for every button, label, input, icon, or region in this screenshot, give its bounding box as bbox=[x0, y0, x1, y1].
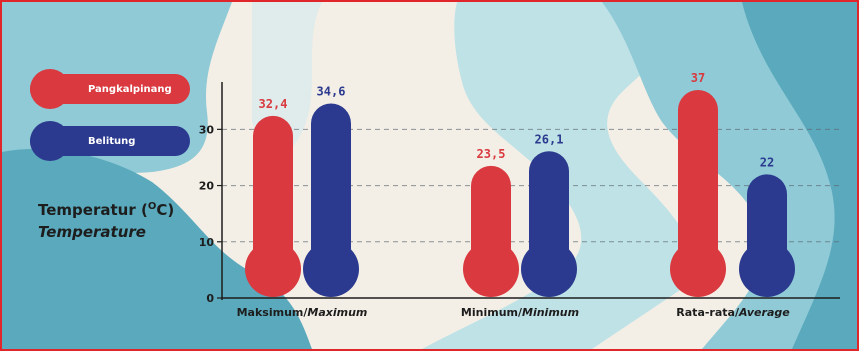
y-axis-title: Temperatur (OC) Temperature bbox=[38, 196, 174, 243]
y-tick-label-30: 30 bbox=[199, 123, 215, 136]
thermometer-tube-pangkalpinang-2 bbox=[678, 90, 718, 269]
legend-label-pangkalpinang: Pangkalpinang bbox=[88, 83, 172, 95]
y-tick-label-20: 20 bbox=[199, 180, 215, 193]
category-label-maximum: Maksimum/Maximum bbox=[237, 306, 368, 319]
data-label-pangkalpinang-0: 32,4 bbox=[259, 97, 288, 111]
thermometer-bulb-pangkalpinang-1 bbox=[463, 241, 519, 297]
legend-thermometer-bulb-blue bbox=[30, 121, 70, 161]
legend-thermometer-bulb-red bbox=[30, 69, 70, 109]
thermometer-tube-pangkalpinang-0 bbox=[253, 115, 293, 269]
y-tick-label-10: 10 bbox=[199, 236, 215, 249]
y-axis-title-en: Temperature bbox=[38, 223, 146, 241]
category-label-minimum-en: Minimum bbox=[522, 306, 580, 319]
y-tick-label-0: 0 bbox=[206, 292, 214, 305]
category-label-minimum: Minimum/Minimum bbox=[461, 306, 579, 319]
legend-label-belitung: Belitung bbox=[88, 135, 136, 147]
legend-item-belitung: Belitung bbox=[30, 121, 190, 161]
category-label-average-id: Rata-rata/ bbox=[676, 306, 739, 319]
y-axis-unit-degree: O bbox=[147, 201, 157, 212]
data-label-pangkalpinang-2: 37 bbox=[691, 71, 705, 85]
legend-item-pangkalpinang: Pangkalpinang bbox=[30, 69, 190, 109]
category-label-maximum-id: Maksimum/ bbox=[236, 306, 308, 319]
thermometer-bulb-pangkalpinang-2 bbox=[670, 241, 726, 297]
thermometer-bulb-pangkalpinang-0 bbox=[245, 241, 301, 297]
thermometer-bulb-belitung-2 bbox=[739, 241, 795, 297]
category-label-minimum-id: Minimum/ bbox=[460, 306, 523, 319]
category-label-average: Rata-rata/Average bbox=[676, 306, 789, 319]
y-axis-unit: C) bbox=[156, 201, 175, 219]
thermometer-bulb-belitung-1 bbox=[521, 241, 577, 297]
data-label-belitung-1: 26,1 bbox=[535, 132, 564, 146]
data-label-belitung-2: 22 bbox=[760, 155, 774, 169]
category-label-average-en: Average bbox=[738, 306, 790, 319]
y-axis-title-id: Temperatur ( bbox=[38, 201, 148, 219]
thermometer-tube-belitung-1 bbox=[529, 151, 569, 269]
data-label-belitung-0: 34,6 bbox=[317, 84, 346, 98]
thermometer-bulb-belitung-0 bbox=[303, 241, 359, 297]
category-label-maximum-en: Maximum bbox=[307, 306, 368, 319]
thermometer-tube-belitung-0 bbox=[311, 103, 351, 270]
data-label-pangkalpinang-1: 23,5 bbox=[477, 147, 506, 161]
